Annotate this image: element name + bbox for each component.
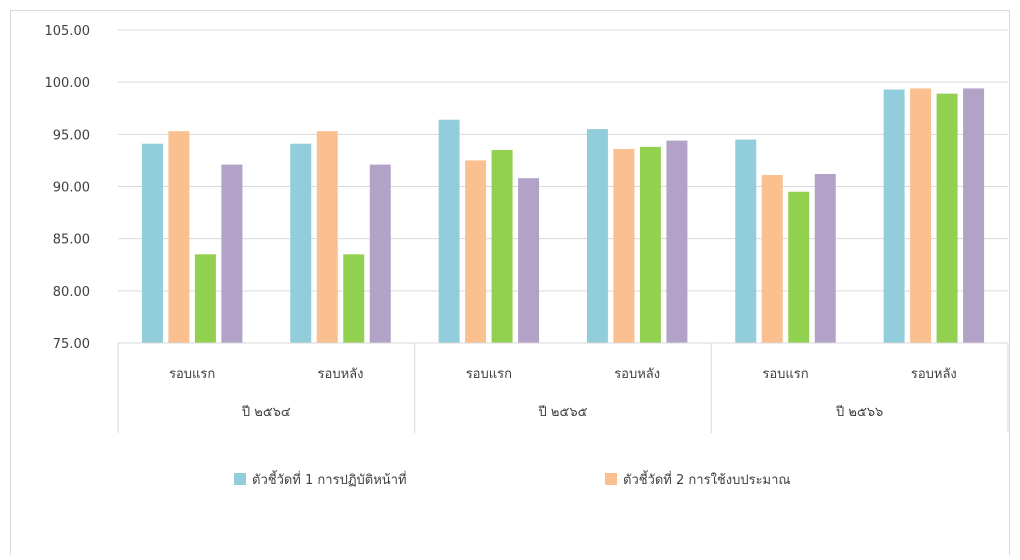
bar bbox=[316, 131, 338, 343]
bar bbox=[518, 178, 540, 343]
gridlines bbox=[118, 29, 1008, 344]
legend-swatch bbox=[234, 473, 246, 485]
x-category-label: รอบหลัง bbox=[614, 367, 660, 382]
chart-area: 75.00 80.00 85.00 90.00 95.00 100.00 105.00 รอ… bbox=[10, 10, 1010, 555]
y-tick-label: 95.00 bbox=[53, 128, 90, 143]
bars bbox=[141, 88, 985, 343]
legend: ตัวชี้วัดที่ 1 การปฏิบัติหน้าที่ ตัวชี้วั… bbox=[234, 470, 790, 488]
bar bbox=[883, 89, 905, 343]
bar bbox=[788, 191, 810, 343]
bar bbox=[465, 160, 487, 343]
bar bbox=[814, 173, 836, 343]
bar bbox=[369, 164, 391, 343]
x-category-label: รอบแรก bbox=[466, 367, 512, 382]
bar bbox=[586, 129, 608, 343]
x-group-label: ปี ๒๕๖๕ bbox=[538, 404, 588, 420]
bar bbox=[639, 146, 661, 343]
bar bbox=[343, 254, 365, 343]
bar bbox=[168, 131, 190, 343]
y-axis-labels: 75.00 80.00 85.00 90.00 95.00 100.00 105.00 bbox=[45, 24, 91, 352]
x-group-label: ปี ๒๕๖๖ bbox=[835, 404, 883, 420]
bar bbox=[963, 88, 985, 343]
bar bbox=[910, 88, 932, 343]
bar bbox=[735, 139, 757, 343]
bar bbox=[666, 140, 688, 343]
bar-chart: 75.00 80.00 85.00 90.00 95.00 100.00 105.00 รอ… bbox=[45, 24, 1009, 488]
y-tick-label: 80.00 bbox=[53, 285, 90, 300]
legend-label: ตัวชี้วัดที่ 1 การปฏิบัติหน้าที่ bbox=[252, 470, 407, 488]
bar bbox=[491, 149, 513, 343]
x-axis: รอบแรก รอบหลัง รอบแรก รอบหลัง รอบแรก รอบหลังป… bbox=[117, 342, 1009, 433]
bar bbox=[290, 143, 312, 343]
x-group-label: ปี ๒๕๖๔ bbox=[241, 404, 291, 420]
y-tick-label: 105.00 bbox=[45, 24, 91, 39]
legend-label: ตัวชี้วัดที่ 2 การใช้งบประมาณ bbox=[623, 470, 790, 488]
bar bbox=[141, 143, 163, 343]
x-category-label: รอบแรก bbox=[762, 367, 808, 382]
bar bbox=[613, 148, 635, 343]
bar bbox=[761, 175, 783, 343]
y-tick-label: 100.00 bbox=[45, 76, 91, 91]
bar bbox=[221, 164, 243, 343]
bar bbox=[438, 119, 460, 343]
x-category-label: รอบหลัง bbox=[318, 367, 364, 382]
x-category-label: รอบแรก bbox=[169, 367, 215, 382]
bar bbox=[194, 254, 216, 343]
y-tick-label: 90.00 bbox=[53, 181, 90, 196]
bar bbox=[936, 93, 958, 343]
y-tick-label: 75.00 bbox=[53, 337, 90, 352]
legend-swatch bbox=[605, 473, 617, 485]
x-category-label: รอบหลัง bbox=[911, 367, 957, 382]
y-tick-label: 85.00 bbox=[53, 233, 90, 248]
